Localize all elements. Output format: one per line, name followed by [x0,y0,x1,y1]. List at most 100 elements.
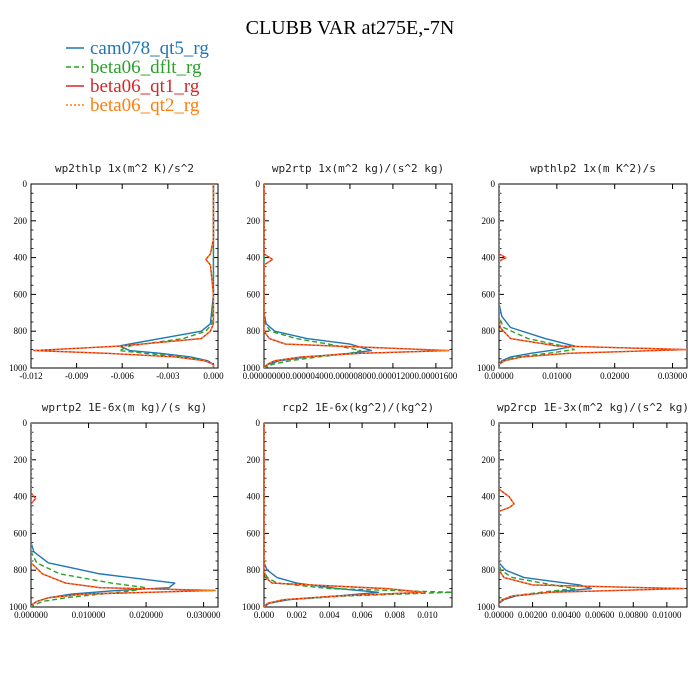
legend-label-2: beta06_qt1_rg [90,76,200,97]
panel-title-5: wp2rcp 1E-3x(m^2 kg)/(s^2 kg) [497,401,689,414]
series-line-5-3 [499,423,685,607]
series-line-1-3 [264,184,450,368]
x-tick-label-2-0: 0.00000 [484,371,514,381]
panel-title-4: rcp2 1E-6x(kg^2)/(kg^2) [282,401,434,414]
x-tick-label-0-3: -0.003 [156,371,180,381]
panel-frame-1 [263,183,453,369]
figure-title: CLUBB VAR at275E,-7N [246,17,455,39]
series-line-4-3 [264,423,425,607]
y-tick-label-0-4: 800 [14,326,28,336]
series-line-0-3 [33,184,215,368]
series-line-4-2 [264,423,425,607]
x-tick-label-5-3: 0.00600 [585,610,615,620]
panel-title-1: wp2rtp 1x(m^2 kg)/(s^2 kg) [272,162,444,175]
y-tick-label-2-2: 400 [482,253,496,263]
series-line-1-2 [264,184,450,368]
y-tick-label-3-4: 800 [14,565,28,575]
series-line-3-3 [31,423,216,607]
series-line-0-2 [33,184,215,368]
series-line-3-0 [31,423,176,607]
panel-0: wp2thlp 1x(m^2 K)/s^202004006008001000-0… [9,162,224,381]
panel-title-3: wprtp2 1E-6x(m kg)/(s kg) [42,401,208,414]
series-line-1-1 [264,184,362,368]
series-line-2-2 [499,184,687,368]
x-tick-label-4-1: 0.002 [287,610,307,620]
y-tick-label-5-5: 1000 [477,602,496,612]
series-line-4-0 [264,423,380,607]
panel-frame-0 [30,183,219,369]
y-tick-label-2-1: 200 [482,216,496,226]
series-line-0-1 [118,184,215,368]
panel-series-3 [31,423,216,607]
panel-series-0 [33,184,215,368]
y-tick-label-4-2: 400 [247,492,261,502]
legend: cam078_qt5_rgbeta06_dflt_rgbeta06_qt1_rg… [66,38,209,116]
x-tick-label-3-0: 0.000000 [14,610,48,620]
panel-series-4 [264,423,452,607]
y-tick-label-1-2: 400 [247,253,261,263]
y-tick-label-1-0: 0 [256,179,261,189]
y-tick-label-0-0: 0 [23,179,28,189]
panel-5: wp2rcp 1E-3x(m^2 kg)/(s^2 kg)0 200 400 600 8… [477,401,689,620]
x-tick-label-0-0: -0.012 [19,371,42,381]
series-line-2-3 [499,184,687,368]
y-tick-label-3-5: 1000 [9,602,28,612]
series-line-4-1 [264,423,452,607]
x-tick-label-1-1: 0.00000400 [286,371,329,381]
y-tick-label-0-5: 1000 [9,363,28,373]
panel-frame-2 [498,183,688,369]
panel-frame-5 [498,422,688,608]
y-tick-label-1-3: 600 [247,289,261,299]
y-tick-label-1-4: 800 [247,326,261,336]
y-tick-label-3-3: 600 [14,528,28,538]
series-line-5-0 [499,423,593,607]
x-tick-label-4-4: 0.008 [385,610,406,620]
legend-label-3: beta06_qt2_rg [90,95,200,116]
panel-title-0: wp2thlp 1x(m^2 K)/s^2 [55,162,194,175]
x-tick-label-4-2: 0.004 [319,610,340,620]
y-tick-label-5-4: 800 [482,565,496,575]
x-tick-label-2-1: 0.01000 [542,371,572,381]
y-tick-label-0-1: 200 [14,216,28,226]
panel-3: wprtp2 1E-6x(m kg)/(s kg) 0 200 400 600 800 10… [9,401,221,620]
x-tick-label-0-1: -0.009 [65,371,89,381]
y-tick-label-2-3: 600 [482,289,496,299]
x-tick-label-4-3: 0.006 [352,610,373,620]
y-tick-label-4-0: 0 [256,418,261,428]
y-tick-label-5-0: 0 [491,418,496,428]
y-tick-label-4-1: 200 [247,455,261,465]
y-tick-label-0-2: 400 [14,253,28,263]
series-line-0-0 [118,184,215,368]
x-tick-label-4-0: 0.000 [254,610,275,620]
y-tick-label-5-1: 200 [482,455,496,465]
x-tick-label-2-2: 0.02000 [600,371,630,381]
y-tick-label-1-1: 200 [247,216,261,226]
series-line-5-2 [499,423,685,607]
series-line-3-2 [31,423,216,607]
panel-2: wpthlp2 1x(m K^2)/s 0 200 400 600 800 10000.00… [477,162,688,381]
y-tick-label-1-5: 1000 [242,363,261,373]
panel-1: wp2rtp 1x(m^2 kg)/(s^2 kg) 0 200 400 600 800 1… [242,162,458,381]
y-tick-label-3-0: 0 [23,418,28,428]
y-tick-label-2-0: 0 [491,179,496,189]
series-line-2-1 [499,184,575,368]
x-tick-label-1-3: 0.00001200 [372,371,415,381]
panel-series-2 [499,184,687,368]
x-tick-label-1-4: 0.00001600 [415,371,458,381]
y-tick-label-2-4: 800 [482,326,496,336]
series-line-2-0 [499,184,575,368]
y-tick-label-4-5: 1000 [242,602,261,612]
x-tick-label-3-2: 0.020000 [129,610,163,620]
panel-series-1 [264,184,450,368]
legend-label-0: cam078_qt5_rg [90,38,209,59]
y-tick-label-4-3: 600 [247,528,261,538]
panels: wp2thlp 1x(m^2 K)/s^202004006008001000-0… [9,162,689,620]
x-tick-label-3-1: 0.010000 [72,610,106,620]
y-tick-label-3-2: 400 [14,492,28,502]
y-tick-label-2-5: 1000 [477,363,496,373]
panel-title-2: wpthlp2 1x(m K^2)/s [530,162,656,175]
x-tick-label-1-2: 0.00000800 [329,371,372,381]
series-line-3-1 [31,423,147,607]
x-tick-label-5-5: 0.01000 [652,610,682,620]
x-tick-label-5-1: 0.00200 [518,610,548,620]
